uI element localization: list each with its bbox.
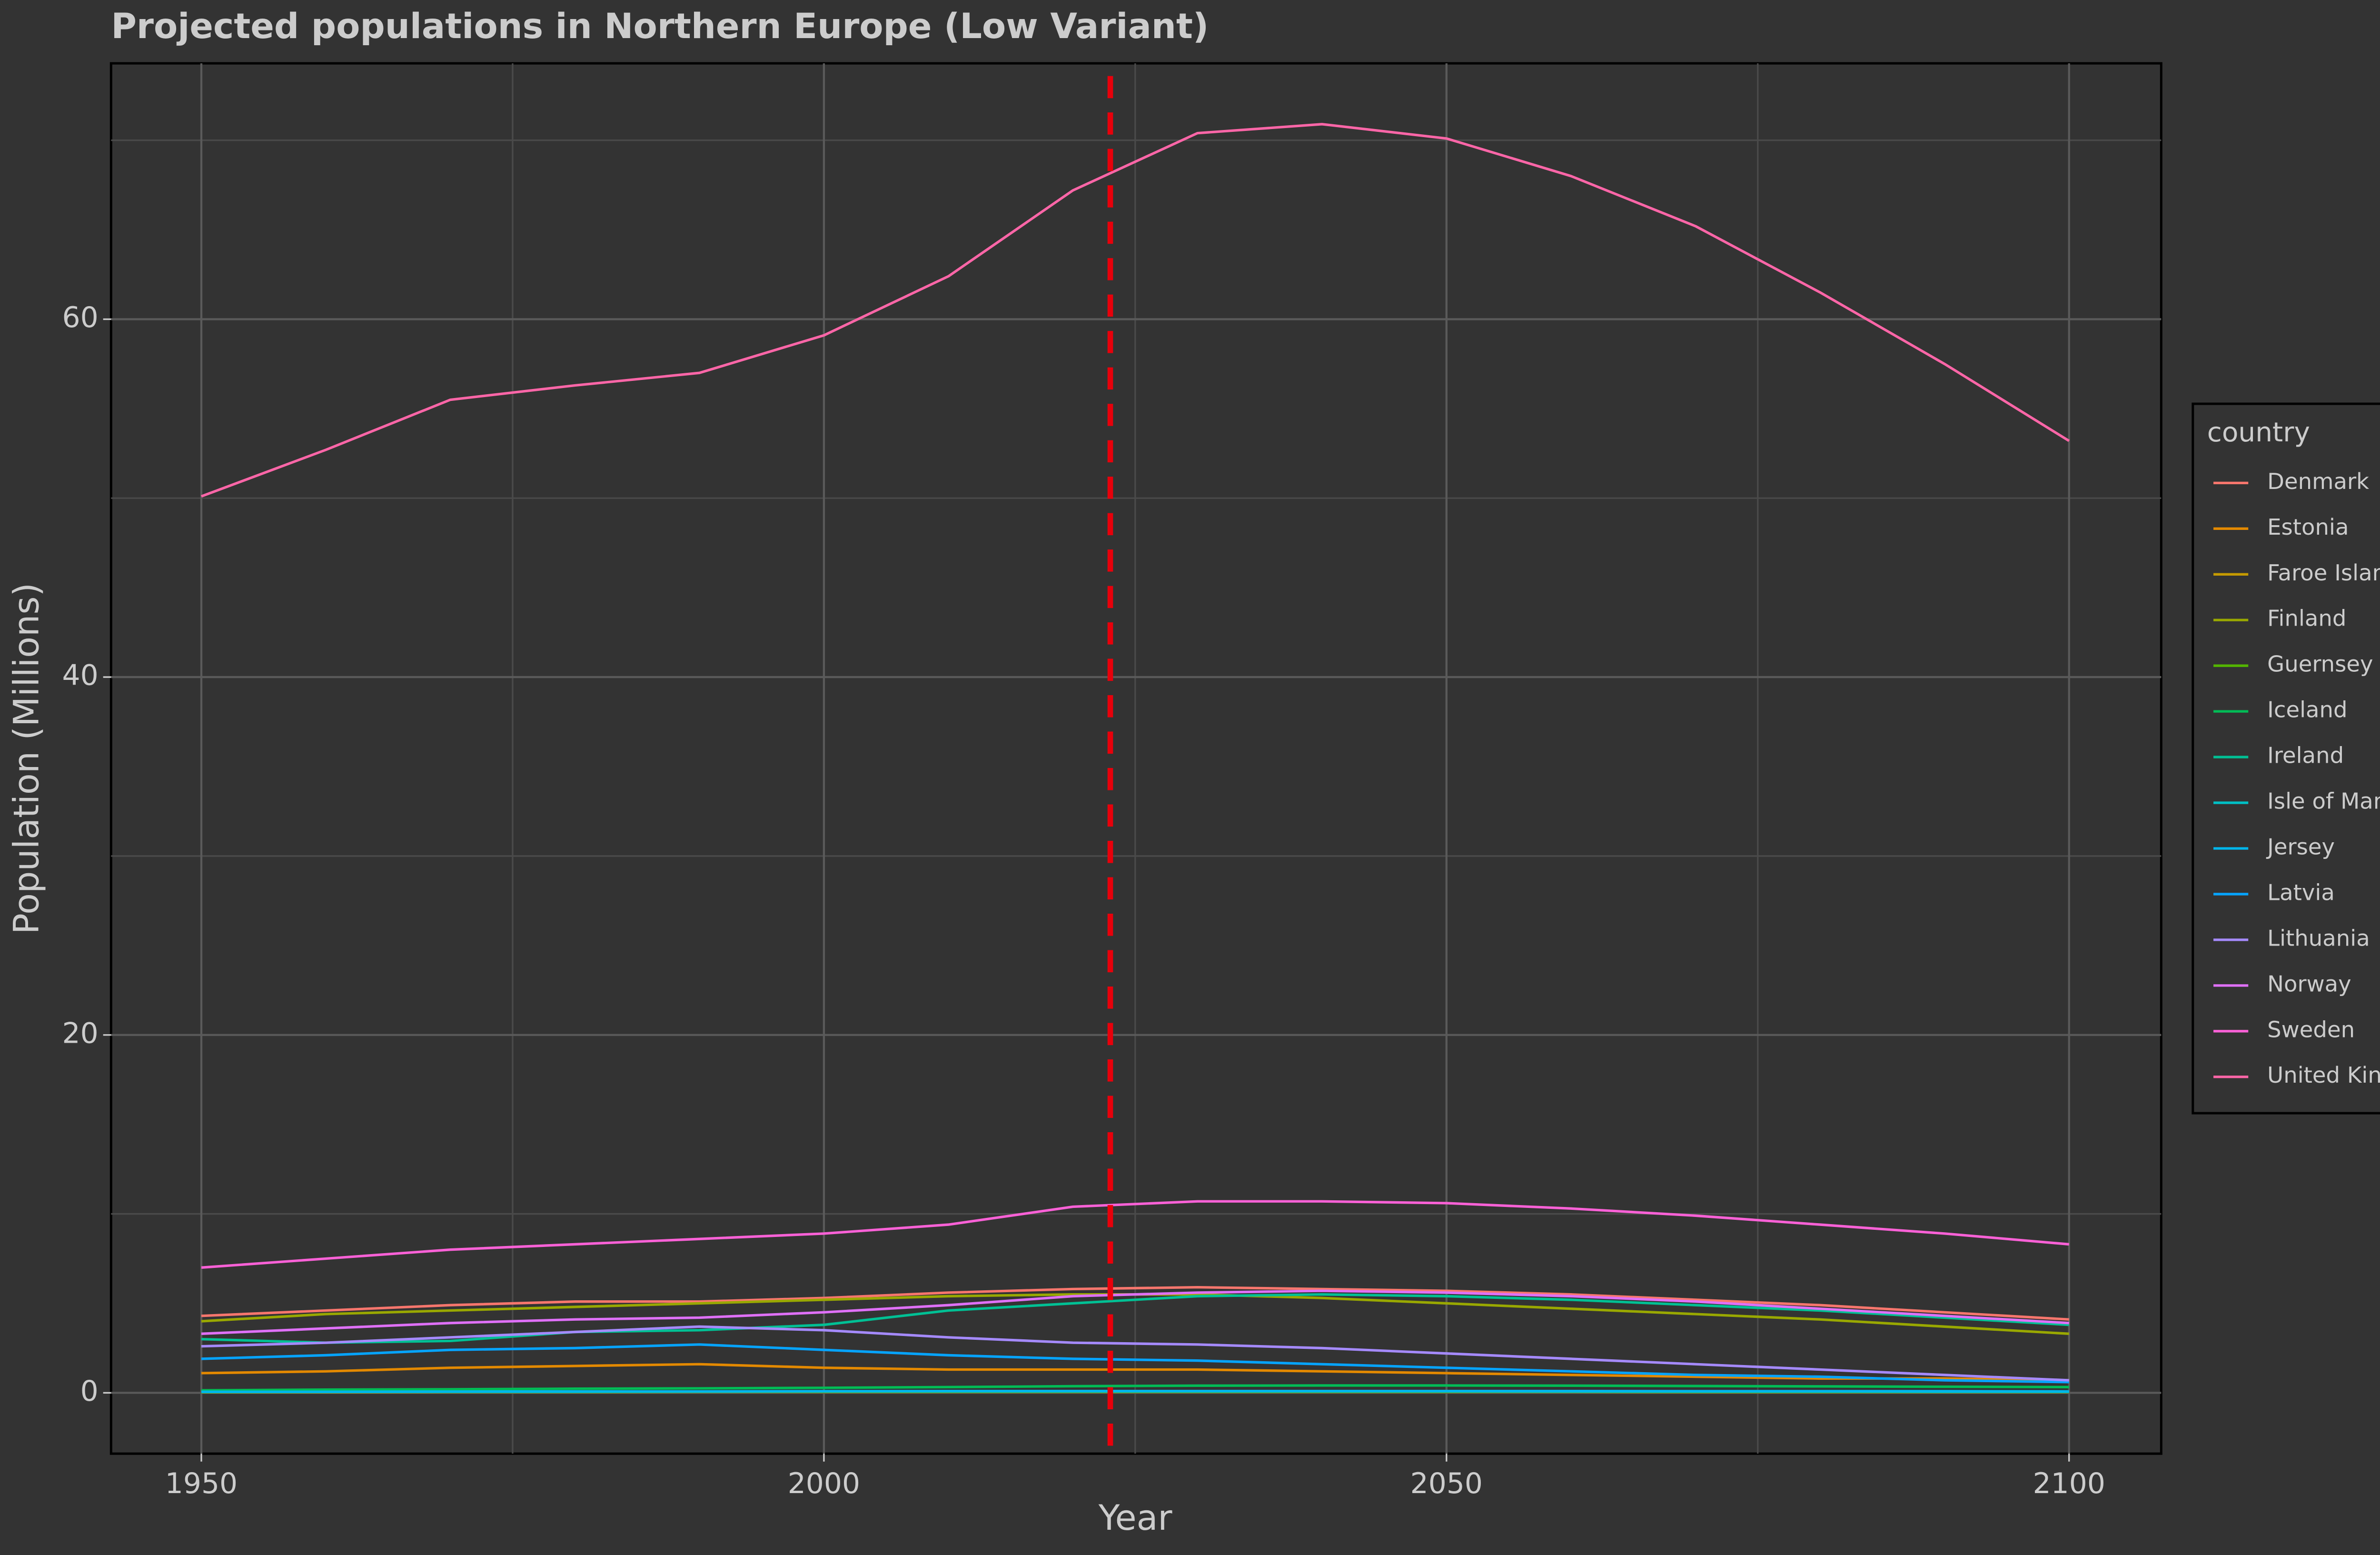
series-line: [201, 1325, 2069, 1382]
legend-label: Ireland: [2267, 743, 2344, 768]
legend-label: Sweden: [2267, 1017, 2355, 1042]
legend-label: United Kingdom: [2267, 1062, 2380, 1088]
series-line: [201, 1289, 2069, 1336]
legend: Denmark Estonia Faroe Islands Finland Guerns…: [2213, 468, 2380, 1088]
legend-label: Lithuania: [2267, 925, 2370, 951]
series-line: [201, 1293, 2069, 1344]
x-tick-label: 2100: [2033, 1467, 2105, 1500]
x-tick-label: 2000: [788, 1467, 860, 1500]
series-line: [201, 1389, 2069, 1393]
y-tick-label: 60: [62, 301, 99, 334]
y-tick-label: 20: [62, 1017, 99, 1050]
x-tick-label: 2050: [1410, 1467, 1483, 1500]
legend-label: Faroe Islands: [2267, 560, 2380, 586]
legend-label: Guernsey: [2267, 651, 2373, 677]
legend-box: [2192, 402, 2380, 1115]
legend-label: Iceland: [2267, 697, 2347, 723]
series-line: [201, 123, 2070, 498]
x-tick-label: 1950: [165, 1467, 238, 1500]
legend-label: Latvia: [2267, 879, 2335, 905]
legend-label: Norway: [2267, 971, 2351, 997]
x-axis-title: Year: [1098, 1498, 1173, 1538]
legend-label: Isle of Man: [2267, 788, 2380, 814]
y-tick-label: 40: [62, 659, 99, 692]
legend-title: country: [2207, 417, 2310, 448]
legend-label: Finland: [2267, 606, 2346, 631]
series-line: [201, 1343, 2069, 1384]
legend-label: Jersey: [2266, 834, 2335, 859]
legend-label: Estonia: [2267, 514, 2349, 540]
series-line: [201, 1286, 2069, 1321]
chart-title: Projected populations in Northern Europe…: [111, 6, 1209, 47]
series-line: [201, 1363, 2069, 1382]
lines: [201, 76, 2070, 1454]
y-tick-label: 0: [80, 1375, 99, 1408]
series-line: [201, 1200, 2069, 1269]
series-line: [201, 1384, 2069, 1392]
legend-label: Denmark: [2267, 468, 2369, 494]
plot-panel: [109, 62, 2162, 1455]
y-axis-title: Population (Millions): [6, 583, 47, 934]
